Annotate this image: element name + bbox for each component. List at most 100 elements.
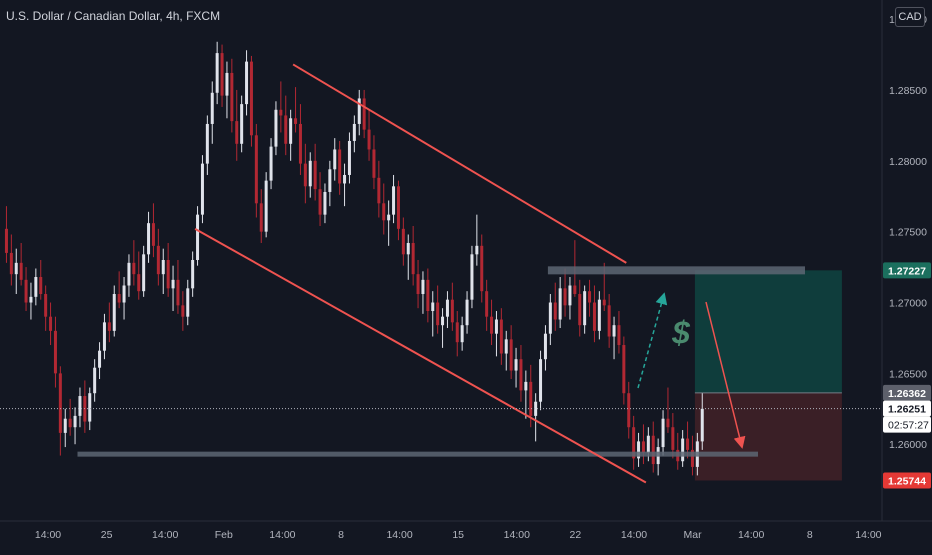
candle-body [627, 393, 631, 428]
candle-body [602, 299, 606, 306]
support-level [77, 451, 758, 457]
candle-body [583, 291, 587, 326]
candle-body [117, 294, 121, 303]
candle-body [73, 415, 77, 428]
candle-body [700, 408, 704, 442]
candle-body [215, 53, 219, 93]
currency-button[interactable]: CAD [895, 7, 925, 27]
candle-body [465, 299, 469, 326]
candle-body [53, 330, 57, 374]
candle-body [436, 302, 440, 326]
candle-body [592, 302, 596, 331]
candle-body [88, 393, 92, 422]
candle-body [294, 118, 298, 124]
candle-body [63, 418, 67, 433]
dollar-annotation: $ [671, 315, 691, 351]
candle-body [578, 294, 582, 326]
time-axis[interactable]: 14:00 25 14:00 Feb 14:00 8 14:00 15 14:00 22 14:00… [0, 520, 932, 550]
candle-body [646, 435, 650, 453]
price-tick-label: 1.26500 [889, 368, 927, 380]
price-tick-label: 1.26000 [889, 439, 927, 451]
candle-body [372, 149, 376, 178]
candle-body [298, 123, 302, 164]
time-tick-label: 15 [452, 529, 464, 541]
candle-body [269, 146, 273, 181]
candle-body [166, 260, 170, 289]
candle-body [392, 186, 396, 215]
candle-body [681, 438, 685, 462]
candle-body [161, 260, 165, 275]
candle-body [274, 109, 278, 147]
candle-body [382, 203, 386, 221]
candle-body [661, 418, 665, 448]
candle-body [151, 223, 155, 246]
candle-body [235, 121, 239, 144]
candle-body [200, 163, 204, 215]
candle-body [249, 61, 253, 136]
time-tick-label: 14:00 [269, 529, 295, 541]
candle-body [686, 438, 690, 450]
candle-body [58, 373, 62, 433]
candle-body [543, 333, 547, 360]
candle-body [357, 98, 361, 124]
candle-body [196, 214, 200, 260]
candle-body [284, 115, 288, 144]
candle-body [519, 359, 523, 391]
candle-body [34, 277, 38, 297]
candle-body [254, 135, 258, 204]
candle-body [362, 98, 366, 130]
candle-body [102, 322, 106, 351]
candle-body [230, 72, 234, 122]
candle-body [490, 316, 494, 334]
candle-body [191, 260, 195, 289]
candle-body [553, 302, 557, 320]
candle-body [142, 254, 146, 292]
candle-body [122, 285, 126, 303]
resistance-level [547, 266, 805, 275]
candle-body [156, 245, 160, 275]
candle-body [186, 288, 190, 317]
candle-body [573, 285, 577, 295]
time-tick-label: Feb [215, 529, 233, 541]
candle-body [259, 203, 263, 232]
candle-body [318, 189, 322, 215]
candle-body [68, 418, 72, 428]
candle-body [568, 285, 572, 306]
candle-body [534, 401, 538, 416]
candle-body [475, 245, 479, 255]
candle-body [137, 274, 141, 292]
candle-body [622, 345, 626, 394]
candle-body [4, 228, 8, 253]
candle-body [9, 252, 13, 275]
candle-body [338, 149, 342, 184]
candle-body [14, 262, 18, 275]
time-tick-label: 8 [807, 529, 813, 541]
candle-body [470, 254, 474, 300]
candle-body [548, 302, 552, 334]
candle-body [588, 291, 592, 303]
candle-body [450, 299, 454, 323]
candle-body [416, 274, 420, 295]
candle-body [78, 396, 82, 416]
candle-body [29, 296, 33, 303]
time-tick-label: 14:00 [504, 529, 530, 541]
time-tick-label: 14:00 [855, 529, 881, 541]
time-tick-label: 8 [338, 529, 344, 541]
candle-body [651, 435, 655, 465]
time-axis-bg [0, 521, 932, 550]
candle-body [401, 228, 405, 255]
candle-body [504, 339, 508, 354]
candle-body [666, 418, 670, 428]
candle-body [690, 449, 694, 467]
candle-body [112, 294, 116, 331]
candle-body [328, 169, 332, 192]
candle-body [509, 339, 513, 371]
candle-body [637, 441, 641, 459]
price-label-target-bg [883, 262, 931, 279]
time-tick-label: 14:00 [35, 529, 61, 541]
time-tick-label: 14:00 [738, 529, 764, 541]
candle-body [225, 72, 229, 96]
candle-body [19, 262, 23, 280]
